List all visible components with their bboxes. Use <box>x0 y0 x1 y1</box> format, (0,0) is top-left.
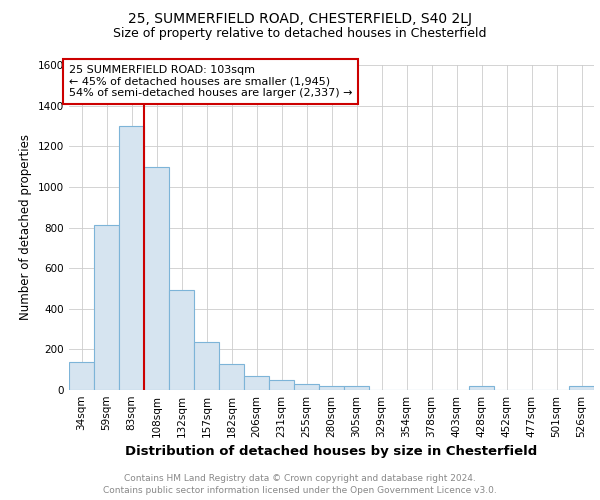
Bar <box>294 384 319 390</box>
Text: Contains HM Land Registry data © Crown copyright and database right 2024.
Contai: Contains HM Land Registry data © Crown c… <box>103 474 497 495</box>
Text: 25, SUMMERFIELD ROAD, CHESTERFIELD, S40 2LJ: 25, SUMMERFIELD ROAD, CHESTERFIELD, S40 … <box>128 12 472 26</box>
Bar <box>169 290 194 390</box>
Bar <box>94 226 119 390</box>
Bar <box>244 376 269 390</box>
Y-axis label: Number of detached properties: Number of detached properties <box>19 134 32 320</box>
Bar <box>69 362 94 390</box>
X-axis label: Distribution of detached houses by size in Chesterfield: Distribution of detached houses by size … <box>125 446 538 458</box>
Bar <box>319 386 344 390</box>
Bar <box>194 342 219 390</box>
Bar <box>269 380 294 390</box>
Bar <box>119 126 144 390</box>
Text: Size of property relative to detached houses in Chesterfield: Size of property relative to detached ho… <box>113 28 487 40</box>
Bar <box>219 364 244 390</box>
Bar <box>144 166 169 390</box>
Bar <box>469 386 494 390</box>
Text: 25 SUMMERFIELD ROAD: 103sqm
← 45% of detached houses are smaller (1,945)
54% of : 25 SUMMERFIELD ROAD: 103sqm ← 45% of det… <box>69 65 353 98</box>
Bar <box>344 386 369 390</box>
Bar <box>569 386 594 390</box>
